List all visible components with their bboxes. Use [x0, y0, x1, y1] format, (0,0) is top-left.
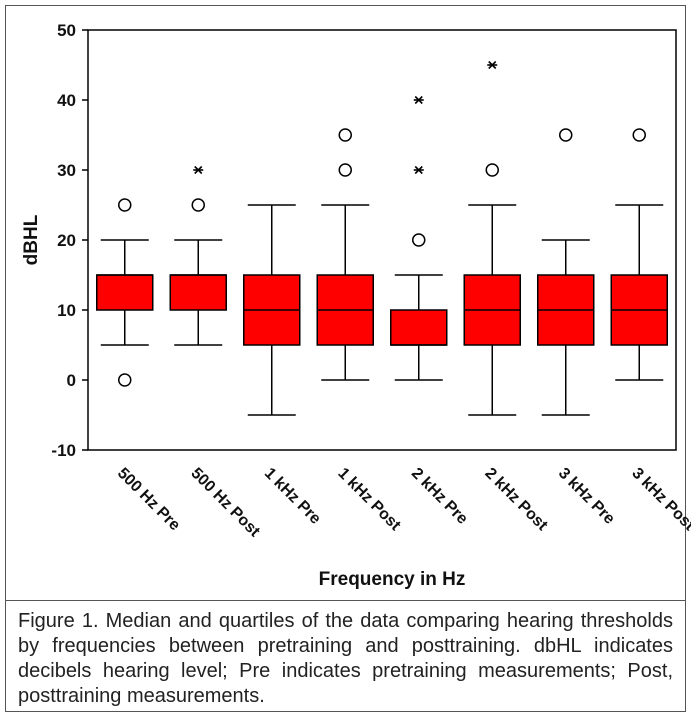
x-category-label: 2 kHz Post	[481, 465, 551, 535]
box-8	[610, 128, 668, 381]
outlier-point	[191, 198, 205, 212]
box-1	[96, 198, 154, 387]
y-tick-label: 0	[67, 371, 76, 390]
extreme-point	[413, 165, 424, 175]
box-2	[169, 165, 227, 346]
iqr-box	[390, 309, 448, 346]
box-7	[537, 128, 595, 416]
extreme-point	[413, 95, 424, 105]
x-category-label: 1 kHz Pre	[261, 465, 324, 528]
x-category-label: 3 kHz Post	[628, 465, 691, 535]
extreme-point	[487, 60, 498, 70]
outlier-point	[118, 373, 132, 387]
x-category-label: 3 kHz Pre	[555, 465, 618, 528]
y-axis-ticks: -10 0 10 20 30 40 50	[51, 21, 88, 460]
plot-area-border	[87, 29, 677, 451]
outlier-point	[412, 233, 426, 247]
iqr-box	[169, 274, 227, 311]
x-category-label: 2 kHz Pre	[408, 465, 471, 528]
outlier-point	[485, 163, 499, 177]
y-tick-label: -10	[51, 441, 76, 460]
iqr-box	[96, 274, 154, 311]
x-category-label: 500 Hz Post	[187, 465, 263, 541]
y-tick-label: 50	[57, 21, 76, 40]
outlier-point	[559, 128, 573, 142]
y-tick-label: 20	[57, 231, 76, 250]
outlier-point	[338, 163, 352, 177]
box-3	[243, 204, 301, 416]
y-tick-label: 10	[57, 301, 76, 320]
figure-caption: Figure 1. Median and quartiles of the da…	[6, 600, 685, 710]
x-category-label: 500 Hz Pre	[114, 465, 183, 534]
outlier-point	[632, 128, 646, 142]
extreme-point	[193, 165, 204, 175]
y-tick-label: 30	[57, 161, 76, 180]
outlier-point	[338, 128, 352, 142]
y-tick-label: 40	[57, 91, 76, 110]
box-series	[96, 60, 668, 416]
y-axis-title: dBHL	[21, 214, 42, 265]
x-category-label: 1 kHz Post	[334, 465, 404, 535]
box-4	[316, 128, 374, 381]
box-5	[390, 95, 448, 381]
box-6	[463, 60, 521, 416]
x-axis-title: Frequency in Hz	[319, 569, 466, 590]
outlier-point	[118, 198, 132, 212]
